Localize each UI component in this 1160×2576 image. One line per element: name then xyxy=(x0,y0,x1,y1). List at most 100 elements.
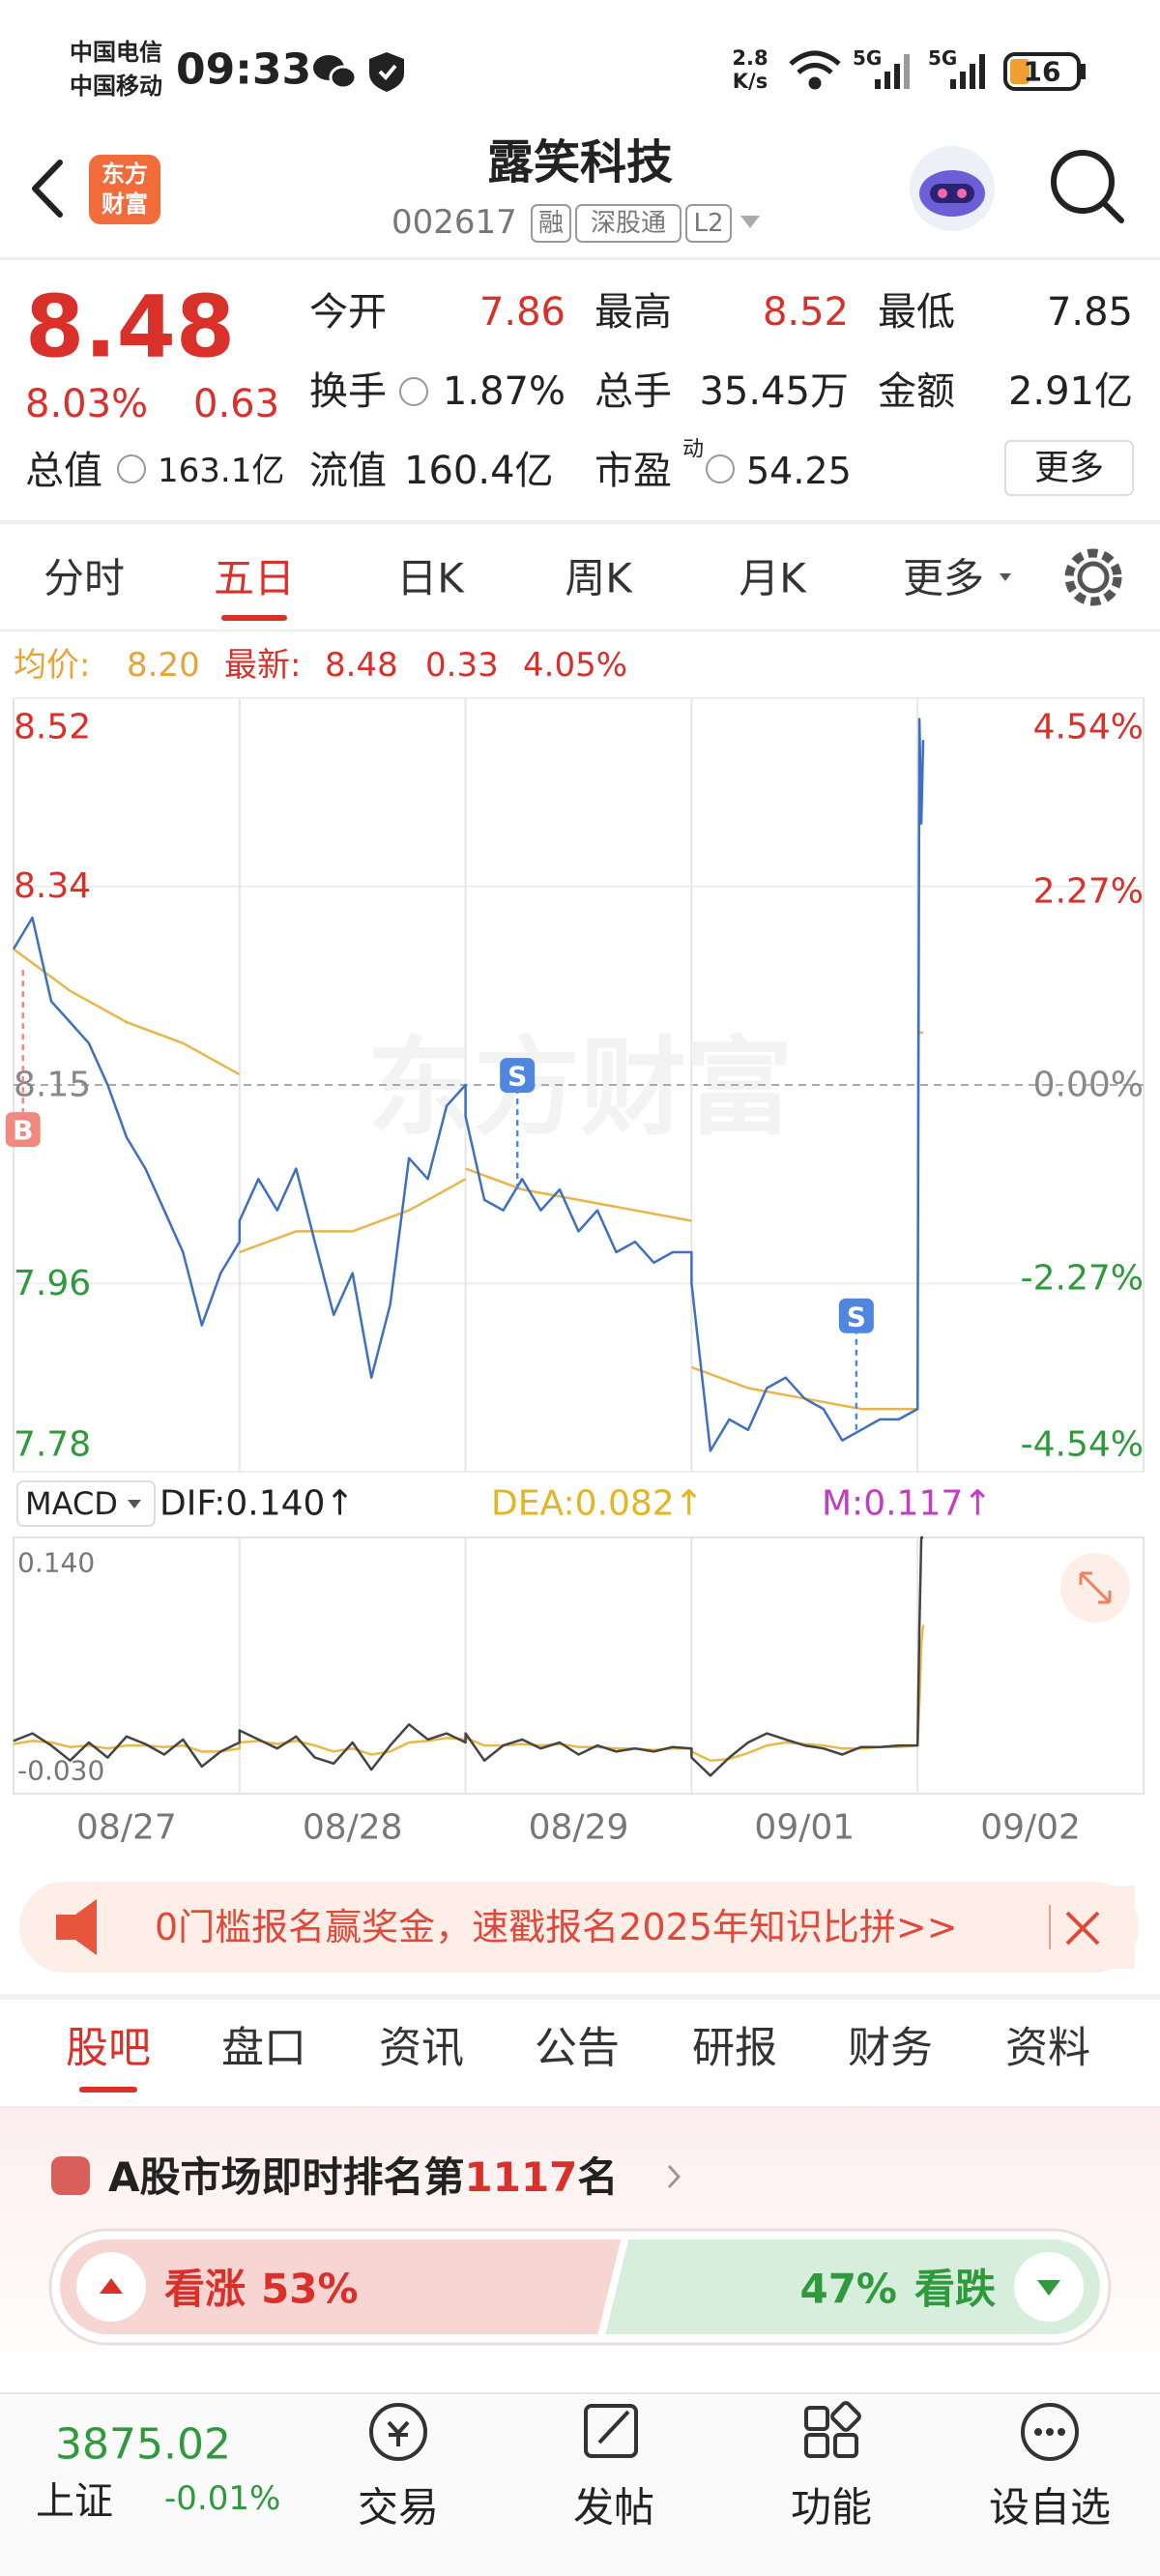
ranking-prefix: A股市场即时排名第 xyxy=(108,2153,465,2201)
bullish-pct: 53% xyxy=(261,2266,359,2313)
sentiment: 看涨 53% 看跌 47% xyxy=(60,2239,1100,2334)
field-label: 最高 xyxy=(594,290,672,335)
index-value[interactable]: 3875.02 xyxy=(55,2420,231,2470)
nav-item[interactable]: 交易 xyxy=(358,2484,439,2532)
info-icon[interactable] xyxy=(399,377,428,406)
ranking-text[interactable]: A股市场即时排名第1117名 xyxy=(108,2153,618,2201)
average-line xyxy=(13,948,923,1411)
signal-icon xyxy=(950,54,985,89)
banner-close[interactable] xyxy=(1065,1911,1100,1946)
more-button-label: 更多 xyxy=(1034,449,1104,488)
y-tick-label: -0.030 xyxy=(17,1755,104,1787)
period-tab[interactable]: 分时 xyxy=(44,555,125,602)
field-sup: 动 xyxy=(682,438,704,462)
wechat-icon xyxy=(313,55,358,90)
field-value: 54.25 xyxy=(746,450,852,492)
content-tab[interactable]: 资讯 xyxy=(379,2024,464,2073)
megaphone-icon xyxy=(56,1899,97,1955)
field-value: 1.87% xyxy=(443,369,566,414)
x-tick-label: 09/01 xyxy=(754,1808,855,1848)
logo-text: 东方 xyxy=(102,161,148,188)
latest-change: 0.33 xyxy=(425,646,499,685)
nav-item[interactable]: 发帖 xyxy=(573,2484,654,2532)
dropdown-arrow xyxy=(1000,573,1011,581)
watermark: 东方财富 xyxy=(367,1026,793,1150)
badge xyxy=(531,204,571,243)
dropdown-arrow[interactable] xyxy=(740,216,760,228)
y-tick-label: 7.96 xyxy=(14,1264,91,1303)
logo-text: 财富 xyxy=(102,190,148,218)
banner[interactable] xyxy=(19,1882,1139,1973)
content-tab[interactable]: 盘口 xyxy=(221,2024,306,2073)
search-button[interactable] xyxy=(1051,150,1124,223)
battery-percent: 16 xyxy=(1024,56,1061,88)
dea-line xyxy=(13,1625,925,1762)
content-tab[interactable]: 公告 xyxy=(535,2024,620,2073)
dif-line xyxy=(13,1536,923,1777)
badge-text: L2 xyxy=(693,209,723,238)
divider xyxy=(0,257,1160,260)
trade-marker-label: S xyxy=(847,1301,866,1332)
price-line xyxy=(12,717,925,1452)
signal-icon xyxy=(875,54,910,89)
field-value: 2.91亿 xyxy=(1008,369,1133,414)
y-tick-label: 7.78 xyxy=(14,1425,91,1465)
trade-marker xyxy=(500,1058,536,1094)
carrier: 中国电信 xyxy=(70,39,162,66)
field-label: 换手 xyxy=(309,369,387,414)
field-label: 今开 xyxy=(309,290,387,335)
bearish-bar xyxy=(605,2239,1100,2334)
field-label: 市盈 xyxy=(594,449,672,493)
nav-icons xyxy=(369,2401,1079,2461)
m-label: M:0.117↑ xyxy=(822,1484,992,1524)
indicator-selector[interactable] xyxy=(16,1480,156,1527)
period-tabs: 分时 五日 日K 周K 月K 更多 xyxy=(44,555,1011,621)
latest-label: 最新: xyxy=(224,646,301,685)
avg-value: 8.20 xyxy=(127,646,200,685)
content-tabs: 股吧 盘口 资讯 公告 研报 财务 资料 xyxy=(66,2024,1090,2093)
robot-avatar[interactable] xyxy=(910,146,995,231)
latest-value: 8.48 xyxy=(325,646,398,685)
trade-marker-label: S xyxy=(508,1061,527,1093)
trade-marker-label: B xyxy=(13,1115,33,1147)
down-arrow xyxy=(1037,2280,1060,2296)
indicator-name: MACD xyxy=(25,1485,118,1522)
content-tab[interactable]: 财务 xyxy=(848,2024,933,2073)
logo[interactable] xyxy=(89,155,160,224)
more-button[interactable] xyxy=(1004,440,1134,496)
period-tab[interactable]: 更多 xyxy=(903,555,984,602)
y2-tick-label: 4.54% xyxy=(1033,708,1144,747)
content-tab[interactable]: 研报 xyxy=(692,2024,777,2073)
back-button[interactable] xyxy=(32,160,63,218)
field-value: 7.85 xyxy=(1047,290,1133,335)
settings-button[interactable] xyxy=(1064,548,1122,606)
period-tab[interactable]: 五日 xyxy=(214,555,295,602)
up-arrow xyxy=(100,2278,123,2294)
content-tab[interactable]: 股吧 xyxy=(66,2024,151,2073)
clock: 09:33 xyxy=(176,45,311,95)
shield-icon xyxy=(369,52,404,92)
field-label: 金额 xyxy=(878,369,955,414)
ranking-number: 1117 xyxy=(465,2153,578,2201)
bullish-label: 看涨 xyxy=(164,2266,246,2313)
dif-label: DIF:0.140↑ xyxy=(160,1484,355,1524)
content-tab[interactable]: 资料 xyxy=(1005,2024,1090,2073)
network-type: 5G xyxy=(853,46,882,70)
net-speed-unit: K/s xyxy=(733,70,768,93)
info-icon[interactable] xyxy=(706,454,735,483)
x-tick-label: 08/28 xyxy=(303,1808,403,1848)
nav-item[interactable]: 设自选 xyxy=(989,2484,1111,2532)
net-speed: 2.8 xyxy=(732,46,768,70)
divider xyxy=(0,520,1160,524)
info-icon[interactable] xyxy=(117,454,146,483)
period-tab[interactable]: 周K xyxy=(565,555,633,602)
expand-button[interactable] xyxy=(1060,1553,1130,1623)
period-tab[interactable]: 月K xyxy=(739,555,807,602)
bearish-pct: 47% xyxy=(799,2266,897,2313)
carrier: 中国移动 xyxy=(70,73,162,100)
macd-chart: 0.140 -0.030 xyxy=(13,1536,925,1794)
bearish-label: 看跌 xyxy=(914,2266,996,2313)
nav-item[interactable]: 功能 xyxy=(791,2484,872,2532)
period-tab[interactable]: 日K xyxy=(396,555,465,602)
field-label: 总值 xyxy=(25,449,102,493)
